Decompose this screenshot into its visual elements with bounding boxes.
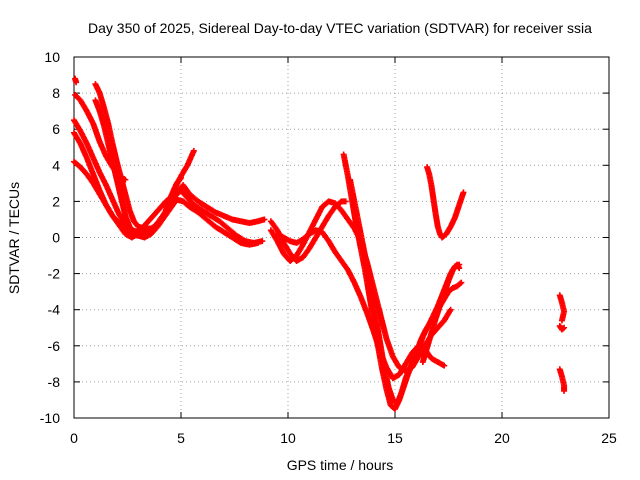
- x-tick-label: 10: [280, 430, 296, 446]
- data-point: [255, 239, 262, 246]
- data-point: [460, 189, 467, 196]
- data-point: [190, 147, 197, 154]
- y-axis-tick-labels: -10 -8 -6 -4 -2 0 2 4 6 8 10: [40, 49, 60, 426]
- y-tick-label: 6: [52, 121, 60, 137]
- data-point: [342, 198, 349, 205]
- y-tick-label: 4: [52, 157, 60, 173]
- data-point: [441, 362, 448, 369]
- data-point: [178, 174, 184, 181]
- data-point: [558, 317, 565, 324]
- data-point: [559, 325, 566, 332]
- x-tick-label: 15: [387, 430, 403, 446]
- data-point: [456, 265, 463, 272]
- data-point: [73, 79, 80, 86]
- chart-title: Day 350 of 2025, Sidereal Day-to-day VTE…: [88, 20, 592, 36]
- y-tick-label: 0: [52, 230, 60, 246]
- data-point: [561, 324, 568, 331]
- data-point: [457, 280, 464, 287]
- data-point: [261, 216, 268, 223]
- y-tick-label: 8: [52, 85, 60, 101]
- x-tick-label: 0: [70, 430, 78, 446]
- data-point: [458, 279, 465, 286]
- y-tick-label: -10: [40, 410, 60, 426]
- y-tick-label: -2: [48, 266, 61, 282]
- data-point: [561, 387, 568, 394]
- y-tick-label: 2: [52, 193, 60, 209]
- data-point: [447, 306, 454, 313]
- x-tick-label: 25: [601, 430, 617, 446]
- x-axis-label: GPS time / hours: [287, 457, 394, 473]
- y-axis-label: SDTVAR / TECUs: [6, 182, 22, 294]
- x-tick-label: 20: [494, 430, 510, 446]
- x-tick-label: 5: [177, 430, 185, 446]
- grid: [74, 57, 609, 418]
- y-tick-label: 10: [44, 49, 60, 65]
- y-tick-label: -8: [48, 374, 61, 390]
- x-axis-tick-labels: 0 5 10 15 20 25: [70, 430, 617, 446]
- y-tick-label: -6: [48, 338, 61, 354]
- data-points: [71, 75, 568, 412]
- data-point: [259, 238, 266, 245]
- data-point: [177, 176, 184, 183]
- axis-ticks: [73, 56, 610, 419]
- y-tick-label: -4: [48, 302, 61, 318]
